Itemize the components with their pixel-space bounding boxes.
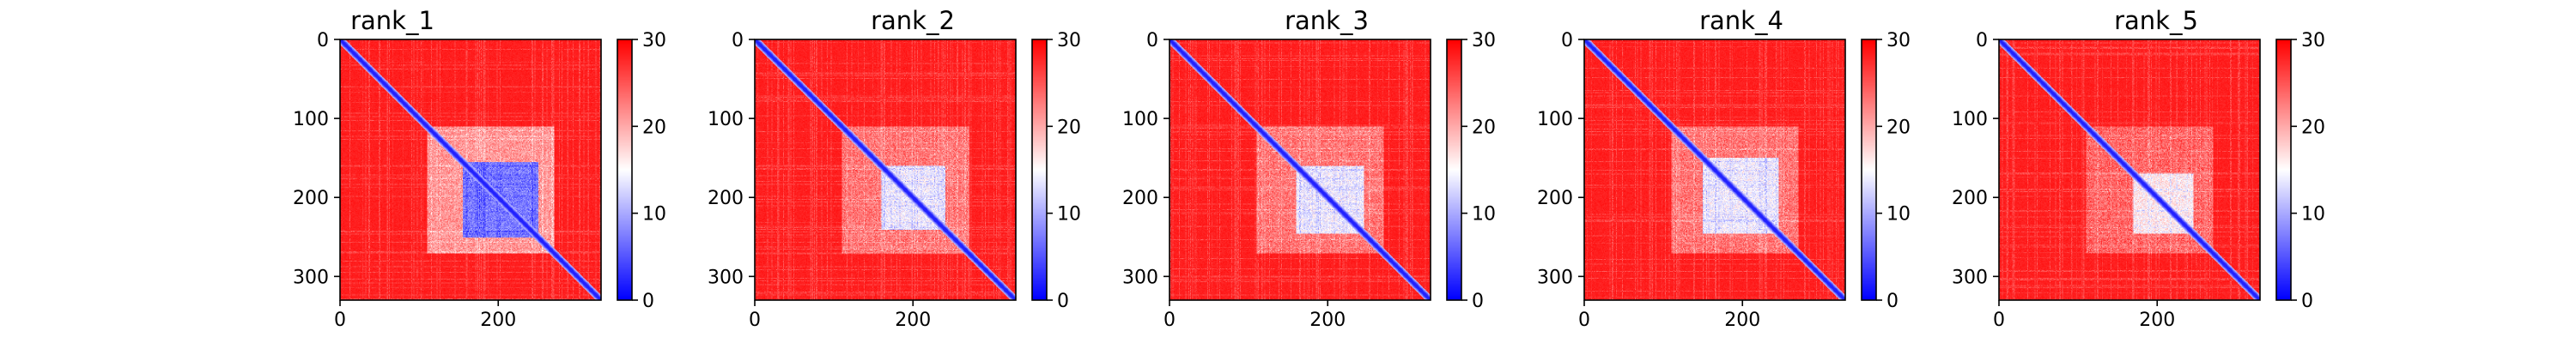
colorbar-tick-label: 10 — [1057, 204, 1081, 226]
x-axis: 0 200 — [334, 300, 516, 331]
colorbar-tick-label: 20 — [642, 117, 666, 138]
panel-title: rank_1 — [350, 6, 434, 35]
x-tick-label: 200 — [1724, 310, 1760, 331]
y-tick-label: 200 — [1952, 188, 1988, 209]
colorbar-tick-label: 10 — [1472, 204, 1496, 226]
colorbar-frame — [2275, 39, 2292, 301]
y-tick-label: 300 — [1952, 267, 1988, 288]
colorbar-tick-label: 20 — [1057, 117, 1081, 138]
colorbar-tick-label: 20 — [2301, 117, 2325, 138]
x-tick-label: 0 — [334, 310, 346, 331]
x-tick-label: 200 — [1309, 310, 1346, 331]
colorbar-tick-label: 10 — [642, 204, 666, 226]
x-axis: 0 200 — [1993, 300, 2175, 331]
colorbar-tick-label: 10 — [2301, 204, 2325, 226]
x-tick-label: 0 — [749, 310, 761, 331]
panel-4: rank_4 0 200 0 100 200 300 0 10 20 30 — [1537, 6, 1911, 331]
colorbar-axis: 0 10 20 30 — [632, 30, 666, 312]
colorbar-tick-label: 30 — [2301, 30, 2325, 51]
y-tick-label: 200 — [1537, 188, 1573, 209]
panel-3: rank_3 0 200 0 100 200 300 0 10 20 30 — [1122, 6, 1496, 331]
y-tick-label: 0 — [732, 30, 744, 51]
colorbar-tick-label: 10 — [1886, 204, 1911, 226]
axes-frame — [754, 39, 1017, 301]
heatmap-image — [1584, 39, 1845, 300]
colorbar-axis: 0 10 20 30 — [1047, 30, 1081, 312]
axes-frame — [1998, 39, 2261, 301]
colorbar-frame — [617, 39, 633, 301]
colorbar-frame — [1861, 39, 1877, 301]
panel-title: rank_2 — [871, 6, 955, 35]
colorbar-tick-label: 0 — [642, 291, 654, 312]
colorbar-axis: 0 10 20 30 — [2291, 30, 2325, 312]
panel-title: rank_5 — [2114, 6, 2198, 35]
y-tick-label: 200 — [293, 188, 329, 209]
colorbar-gradient — [1447, 39, 1461, 300]
y-tick-label: 0 — [1146, 30, 1158, 51]
colorbar-tick-label: 30 — [642, 30, 666, 51]
y-tick-label: 300 — [1537, 267, 1573, 288]
x-axis: 0 200 — [1163, 300, 1346, 331]
heatmap-image — [1170, 39, 1431, 300]
x-tick-label: 0 — [1993, 310, 2005, 331]
y-tick-label: 200 — [1122, 188, 1158, 209]
colorbar-tick-label: 20 — [1886, 117, 1911, 138]
x-tick-label: 200 — [480, 310, 516, 331]
y-axis: 0 100 200 300 — [1122, 30, 1170, 288]
y-axis: 0 100 200 300 — [708, 30, 755, 288]
x-tick-label: 200 — [2139, 310, 2175, 331]
panel-1: rank_1 0 200 0 100 200 300 0 10 20 30 — [293, 6, 666, 331]
colorbar-tick-label: 30 — [1057, 30, 1081, 51]
y-tick-label: 300 — [1122, 267, 1158, 288]
x-tick-label: 200 — [895, 310, 931, 331]
y-tick-label: 100 — [1537, 109, 1573, 130]
colorbar-frame — [1031, 39, 1048, 301]
panel-5: rank_5 0 200 0 100 200 300 0 10 20 30 — [1952, 6, 2325, 331]
y-axis: 0 100 200 300 — [1537, 30, 1584, 288]
colorbar-tick-label: 0 — [1886, 291, 1899, 312]
y-axis: 0 100 200 300 — [293, 30, 340, 288]
axes-frame — [1169, 39, 1431, 301]
y-tick-label: 100 — [708, 109, 744, 130]
colorbar-tick-label: 30 — [1886, 30, 1911, 51]
x-tick-label: 0 — [1578, 310, 1590, 331]
heatmap-image — [340, 39, 601, 300]
colorbar-axis: 0 10 20 30 — [1461, 30, 1496, 312]
y-tick-label: 300 — [708, 267, 744, 288]
y-tick-label: 0 — [1561, 30, 1573, 51]
colorbar-tick-label: 0 — [1472, 291, 1484, 312]
heatmap-image — [1999, 39, 2260, 300]
colorbar-gradient — [1032, 39, 1047, 300]
y-axis: 0 100 200 300 — [1952, 30, 1999, 288]
y-tick-label: 100 — [293, 109, 329, 130]
axes-frame — [339, 39, 602, 301]
colorbar-tick-label: 0 — [1057, 291, 1069, 312]
colorbar-gradient — [617, 39, 632, 300]
y-tick-label: 100 — [1952, 109, 1988, 130]
y-tick-label: 300 — [293, 267, 329, 288]
panel-2: rank_2 0 200 0 100 200 300 0 10 20 30 — [708, 6, 1081, 331]
y-tick-label: 0 — [317, 30, 329, 51]
x-axis: 0 200 — [749, 300, 931, 331]
axes-frame — [1583, 39, 1846, 301]
colorbar-tick-label: 20 — [1472, 117, 1496, 138]
colorbar-tick-label: 30 — [1472, 30, 1496, 51]
y-tick-label: 0 — [1976, 30, 1988, 51]
y-tick-label: 200 — [708, 188, 744, 209]
panel-title: rank_3 — [1285, 6, 1369, 35]
panel-title: rank_4 — [1699, 6, 1783, 35]
colorbar-gradient — [1862, 39, 1876, 300]
x-tick-label: 0 — [1163, 310, 1176, 331]
y-tick-label: 100 — [1122, 109, 1158, 130]
colorbar-frame — [1446, 39, 1462, 301]
colorbar-gradient — [2276, 39, 2291, 300]
colorbar-tick-label: 0 — [2301, 291, 2313, 312]
x-axis: 0 200 — [1578, 300, 1760, 331]
heatmap-image — [755, 39, 1016, 300]
colorbar-axis: 0 10 20 30 — [1876, 30, 1911, 312]
